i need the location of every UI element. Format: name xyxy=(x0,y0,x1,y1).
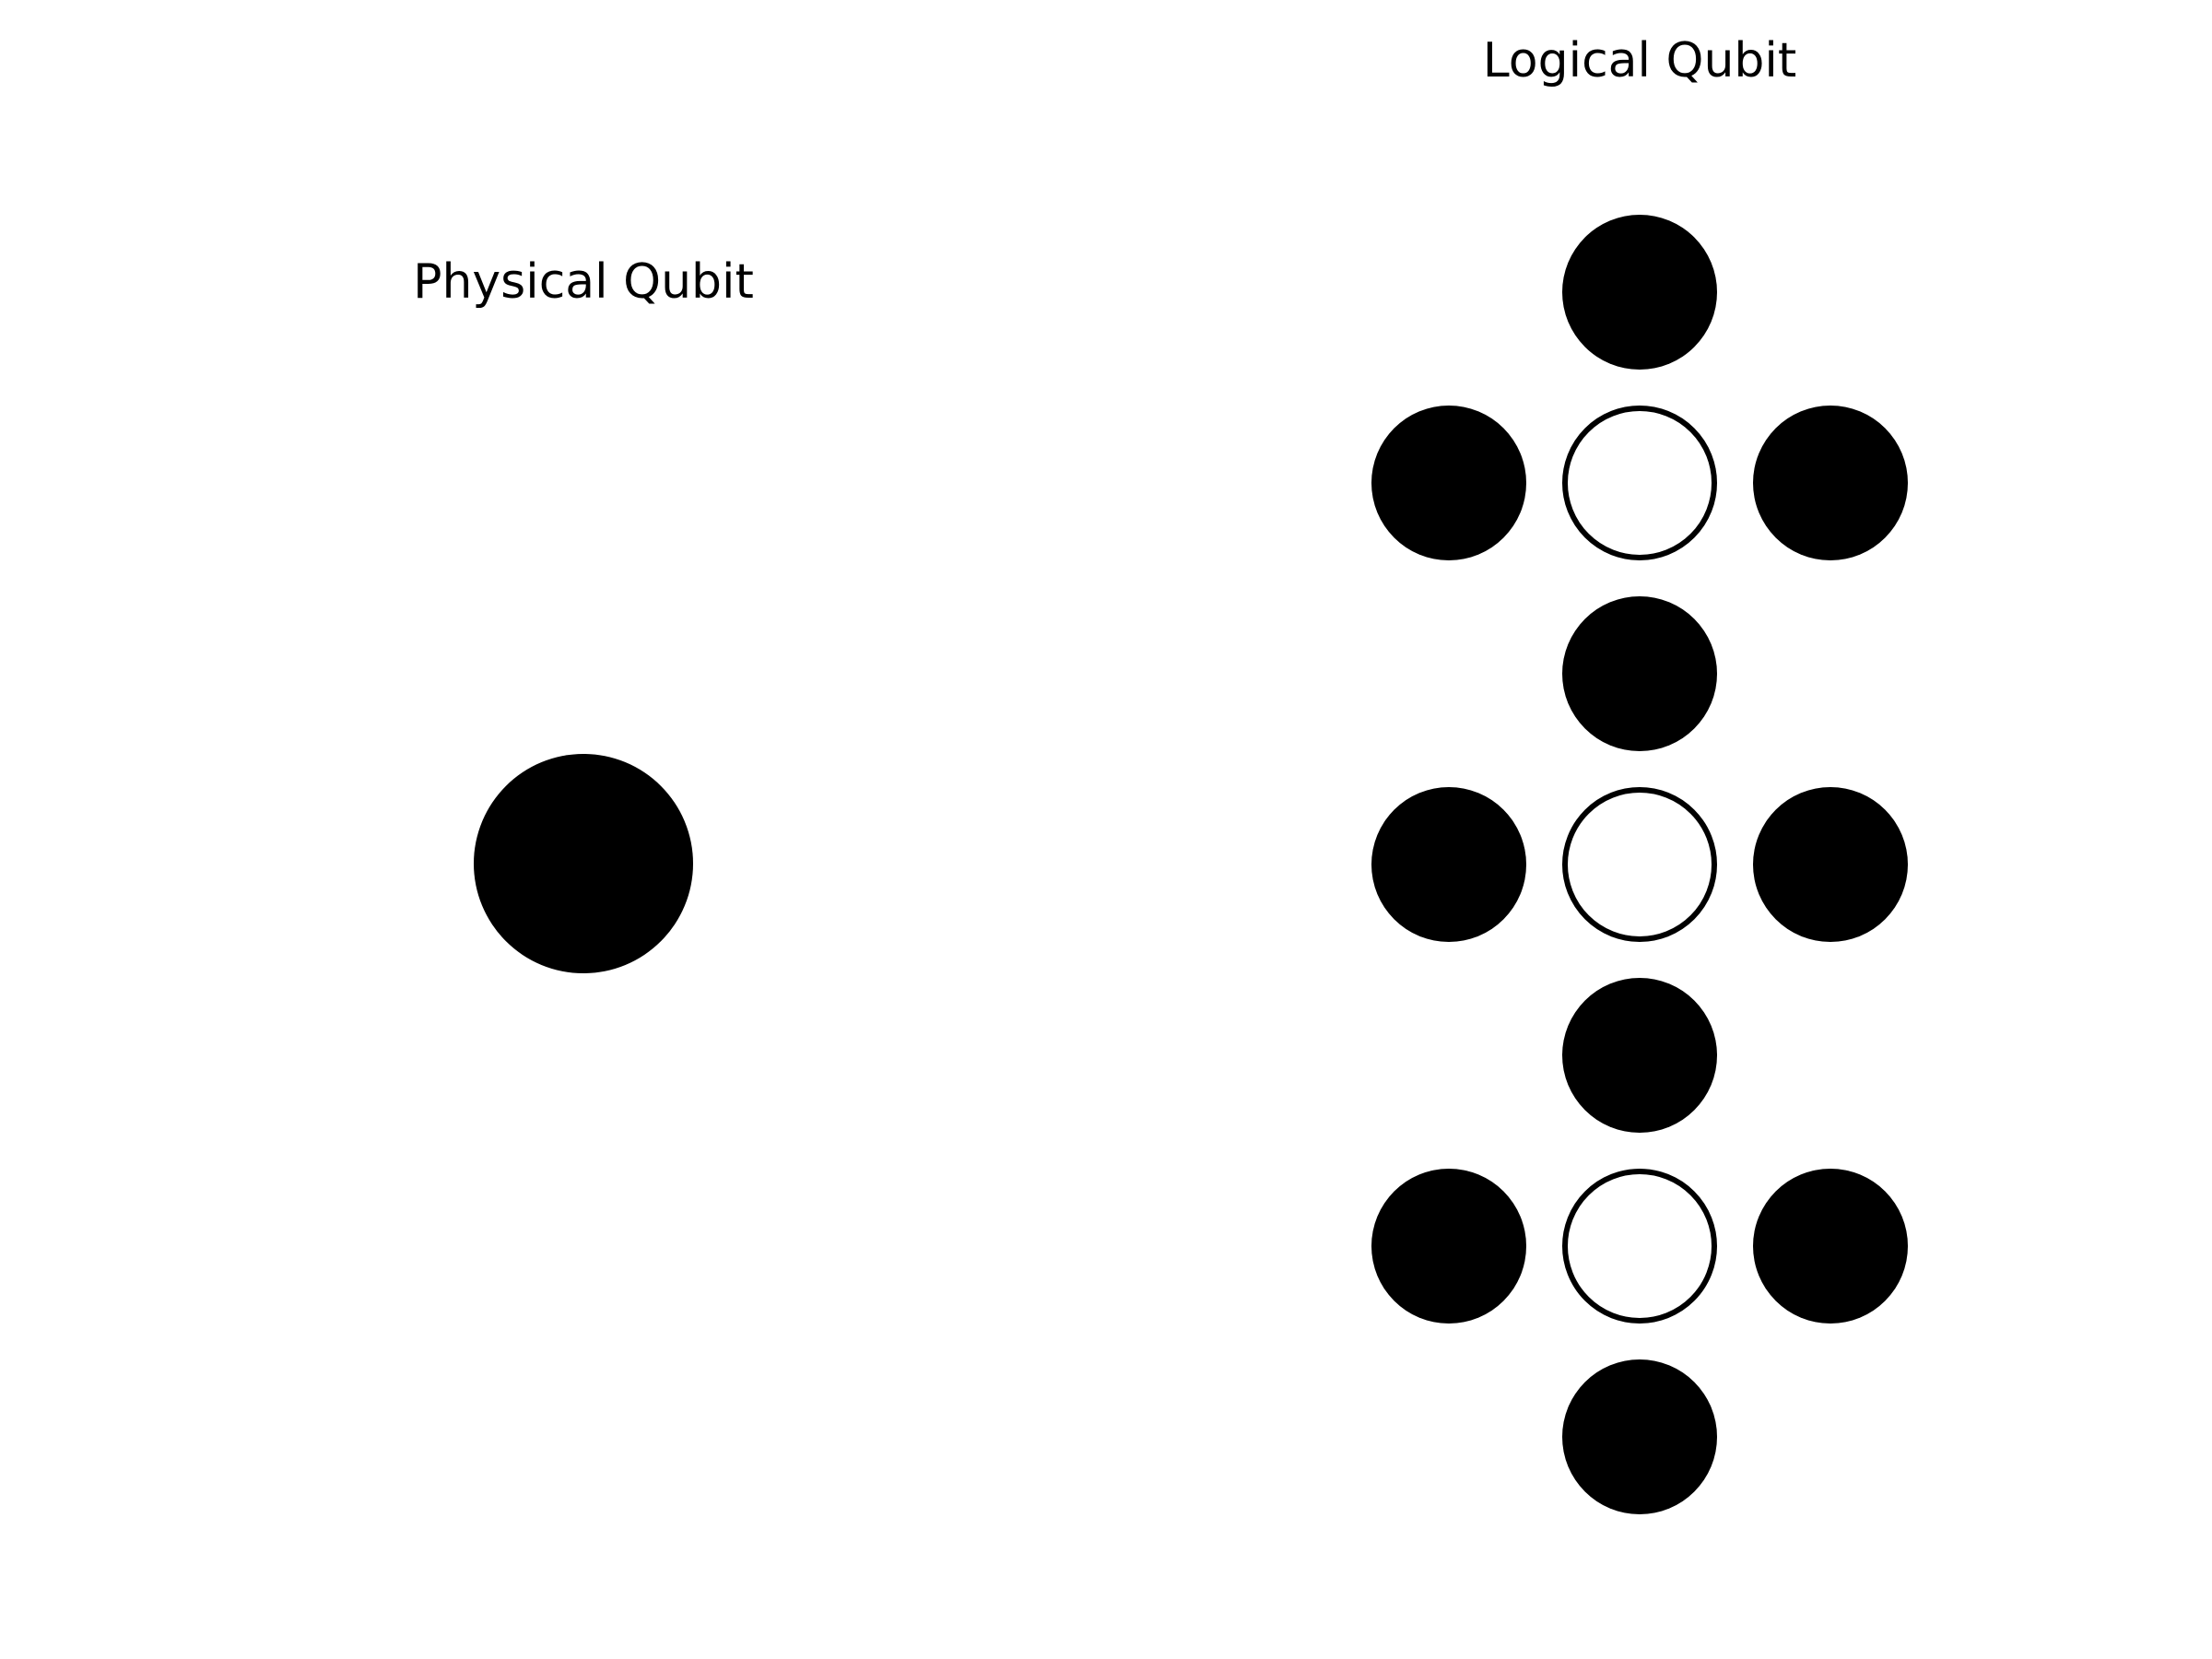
data-qubit xyxy=(1753,1169,1908,1324)
data-qubit xyxy=(1562,978,1717,1133)
data-qubit xyxy=(1562,1359,1717,1514)
physical-qubit-label: Physical Qubit xyxy=(413,254,754,310)
logical-qubit-label: Logical Qubit xyxy=(1483,33,1797,88)
data-qubit xyxy=(1371,406,1526,560)
data-qubit xyxy=(1562,215,1717,370)
physical-qubit xyxy=(474,754,693,973)
logical-qubit-grid xyxy=(1371,215,1908,1514)
data-qubit xyxy=(1371,787,1526,942)
data-qubit xyxy=(1562,596,1717,751)
data-qubit xyxy=(1753,787,1908,942)
data-qubit xyxy=(1753,406,1908,560)
data-qubit xyxy=(1371,1169,1526,1324)
ancilla-qubit xyxy=(1562,1169,1717,1324)
ancilla-qubit xyxy=(1562,787,1717,942)
ancilla-qubit xyxy=(1562,406,1717,560)
